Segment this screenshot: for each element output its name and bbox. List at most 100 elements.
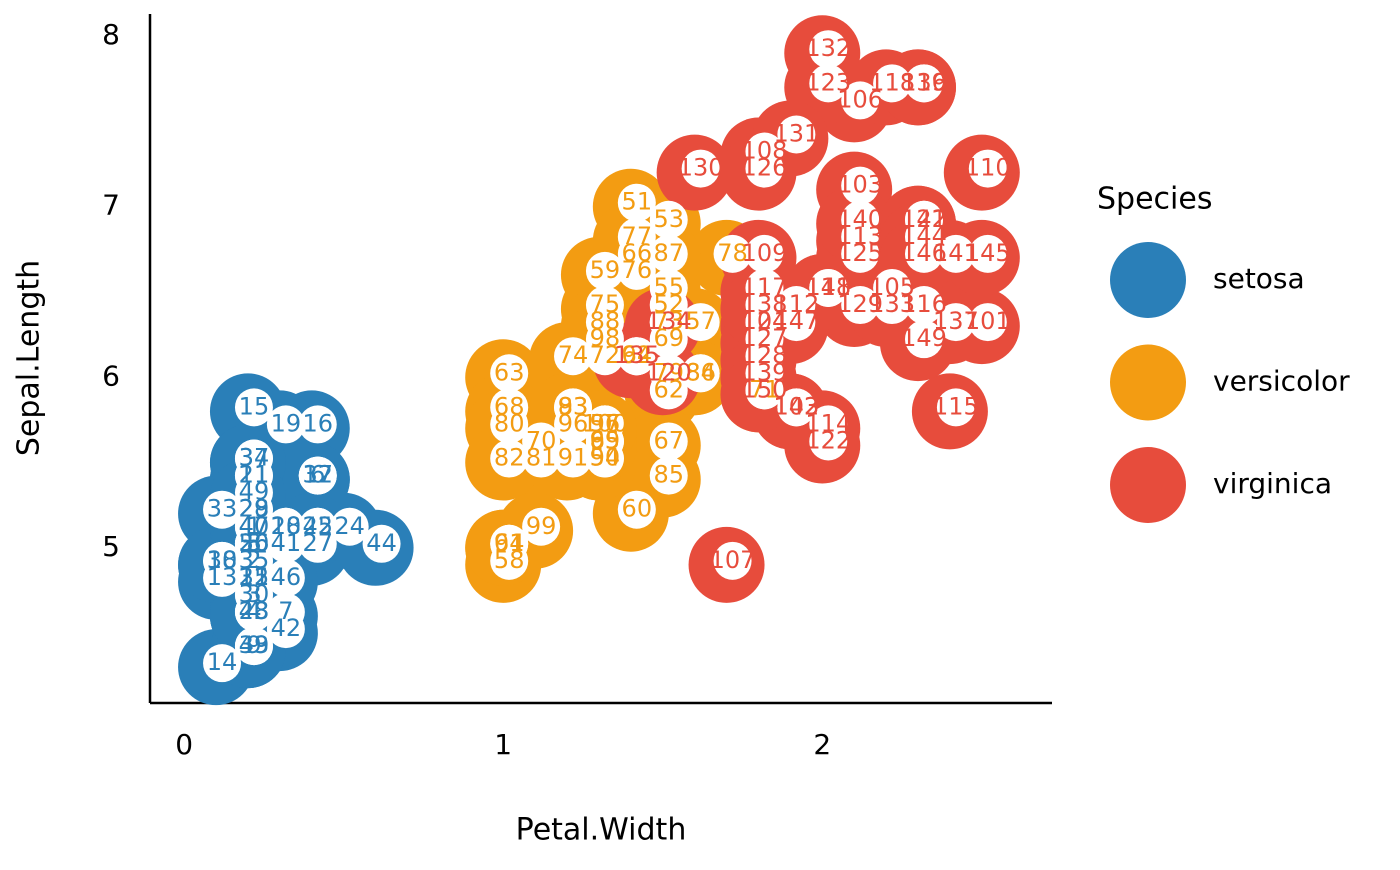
point-center [904, 286, 943, 325]
point-label: 136 [901, 68, 947, 96]
point-label: 132 [805, 34, 851, 62]
point-label: 7 [278, 597, 293, 625]
point-label: 13 [207, 563, 238, 591]
point-center [490, 354, 529, 393]
x-tick-label: 0 [175, 728, 193, 761]
point-label: 15 [239, 392, 270, 420]
point-center [841, 166, 880, 205]
point-label: 134 [646, 307, 692, 335]
point-label: 123 [805, 68, 851, 96]
point-label: 122 [805, 426, 851, 454]
point-label: 53 [653, 205, 684, 233]
point-center [234, 524, 273, 563]
point-label: 91 [558, 444, 589, 472]
point-center [203, 490, 242, 529]
point-label: 117 [742, 273, 788, 301]
point-label: 82 [494, 444, 525, 472]
point-center [585, 251, 624, 290]
point-center [681, 303, 720, 342]
point-center [585, 320, 624, 359]
point-center [745, 371, 784, 410]
point-label: 19 [271, 409, 302, 437]
point-label: 108 [742, 137, 788, 165]
point-center [266, 405, 305, 444]
y-tick-label: 6 [102, 359, 120, 392]
point-label: 101 [965, 307, 1011, 335]
point-label: 98 [590, 324, 621, 352]
point-center [936, 234, 975, 273]
point-center [649, 268, 688, 307]
point-label: 32 [302, 461, 333, 489]
point-label: 124 [742, 307, 788, 335]
point-center [617, 183, 656, 222]
x-axis-title: Petal.Width [516, 813, 687, 848]
point-center [266, 610, 305, 649]
point-center [617, 337, 656, 376]
point-label: 75 [590, 290, 621, 318]
point-center [936, 303, 975, 342]
point-center [649, 303, 688, 342]
y-axis-title: Sepal.Length [12, 260, 47, 456]
point-center [298, 456, 337, 495]
point-label: 36 [239, 529, 270, 557]
point-center [681, 354, 720, 393]
point-center [745, 286, 784, 325]
point-center [777, 303, 816, 342]
point-label: 28 [239, 495, 270, 523]
point-label: 121 [901, 205, 947, 233]
point-label: 48 [239, 597, 270, 625]
point-center [234, 473, 273, 512]
point-label: 6 [310, 461, 325, 489]
point-label: 118 [869, 68, 915, 96]
point-center [617, 251, 656, 290]
point-label: 96 [558, 409, 589, 437]
point-center [649, 200, 688, 239]
point-label: 76 [622, 256, 653, 284]
point-center [490, 439, 529, 478]
point-label: 57 [685, 307, 716, 335]
point-center [809, 64, 848, 103]
point-label: 18 [271, 512, 302, 540]
point-label: 147 [773, 307, 819, 335]
point-label: 30 [239, 580, 270, 608]
point-center [936, 388, 975, 427]
point-label: 107 [710, 546, 756, 574]
point-label: 129 [837, 290, 883, 318]
point-label: 144 [901, 222, 947, 250]
point-label: 110 [965, 154, 1011, 182]
point-label: 120 [646, 358, 692, 386]
point-center [968, 149, 1007, 188]
point-center [649, 354, 688, 393]
point-label: 126 [742, 154, 788, 182]
point-label: 128 [742, 341, 788, 369]
point-label: 125 [837, 239, 883, 267]
point-center [649, 422, 688, 461]
point-center [330, 507, 369, 546]
point-label: 52 [653, 290, 684, 318]
point-label: 149 [901, 324, 947, 352]
point-center [203, 541, 242, 580]
point-label: 72 [590, 341, 621, 369]
point-label: 41 [271, 529, 302, 557]
point-center [809, 30, 848, 69]
point-label: 81 [526, 444, 557, 472]
point-center [490, 524, 529, 563]
legend-swatch [1110, 242, 1186, 318]
point-center [904, 320, 943, 359]
point-label: 46 [271, 563, 302, 591]
point-center [617, 490, 656, 529]
point-label: 140 [837, 205, 883, 233]
point-label: 37 [239, 444, 270, 472]
point-center [554, 337, 593, 376]
point-label: 45 [302, 512, 333, 540]
point-center [777, 388, 816, 427]
point-label: 97 [590, 409, 621, 437]
y-tick-label: 7 [102, 189, 120, 222]
point-label: 143 [773, 392, 819, 420]
point-center [904, 64, 943, 103]
point-label: 113 [837, 222, 883, 250]
point-label: 27 [302, 529, 333, 557]
point-center [234, 388, 273, 427]
point-center [554, 439, 593, 478]
